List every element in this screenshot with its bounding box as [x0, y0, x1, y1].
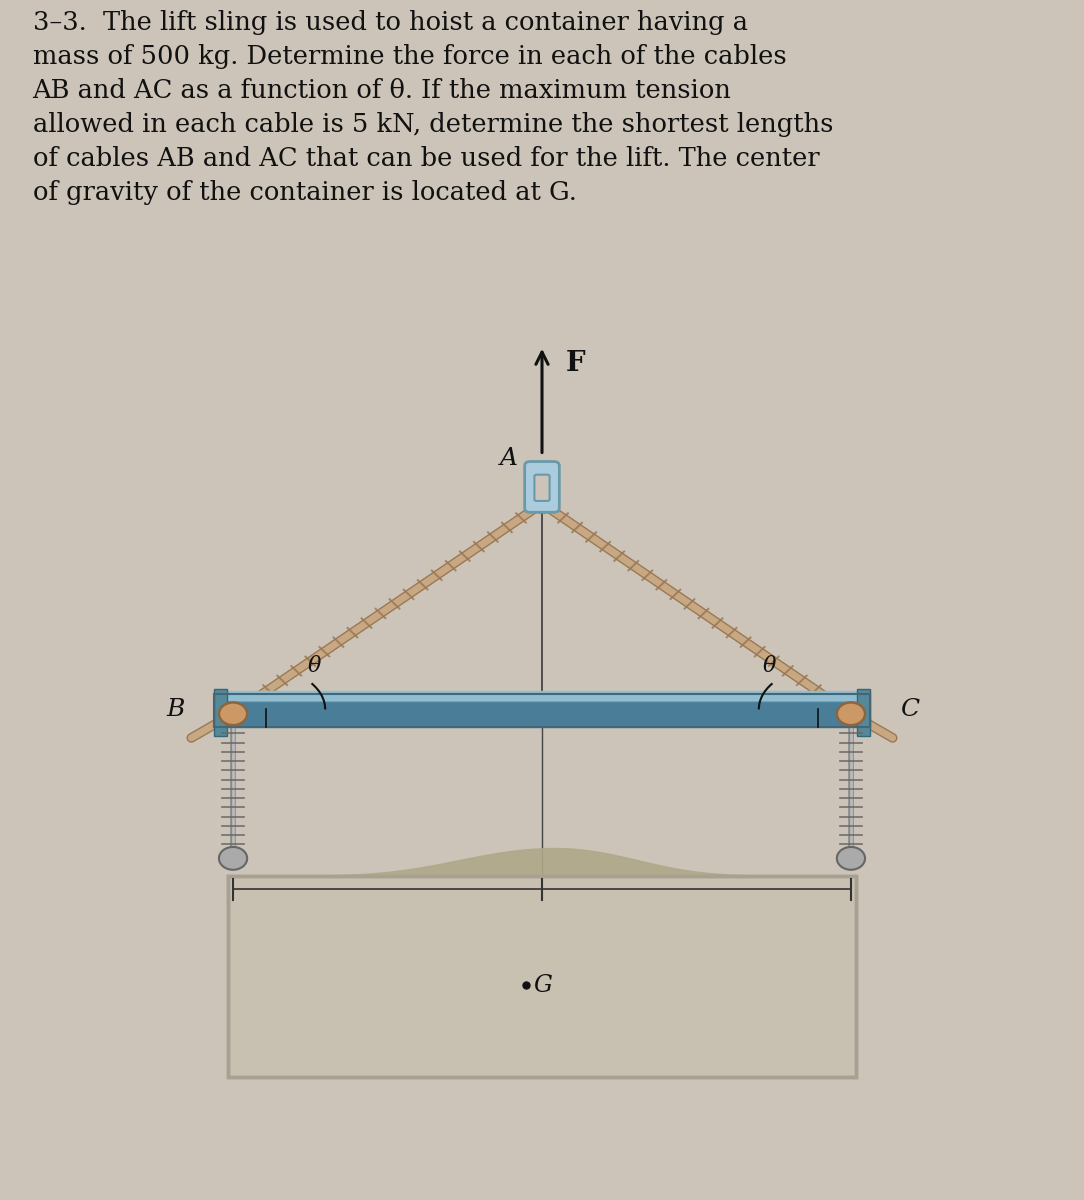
- Circle shape: [219, 702, 247, 725]
- Bar: [228, 876, 856, 1078]
- Bar: [228, 876, 856, 1078]
- Text: θ: θ: [308, 655, 321, 677]
- Bar: [214, 694, 870, 701]
- Bar: [214, 701, 870, 727]
- Text: F: F: [566, 350, 585, 377]
- Bar: [214, 689, 227, 736]
- Bar: [214, 691, 870, 700]
- Text: C: C: [900, 698, 919, 721]
- Circle shape: [219, 847, 247, 870]
- Bar: [214, 694, 870, 727]
- Text: B: B: [166, 698, 184, 721]
- FancyBboxPatch shape: [525, 462, 559, 512]
- Bar: [857, 689, 870, 736]
- Text: θ: θ: [763, 655, 776, 677]
- Circle shape: [837, 847, 865, 870]
- Text: –1.5 m: –1.5 m: [661, 905, 732, 924]
- Text: A: A: [500, 448, 518, 470]
- Circle shape: [837, 702, 865, 725]
- FancyBboxPatch shape: [534, 475, 550, 500]
- Text: G: G: [533, 974, 552, 997]
- Text: –1.5 m: –1.5 m: [352, 905, 423, 924]
- Text: 3–3.  The lift sling is used to hoist a container having a
mass of 500 kg. Deter: 3–3. The lift sling is used to hoist a c…: [33, 10, 833, 205]
